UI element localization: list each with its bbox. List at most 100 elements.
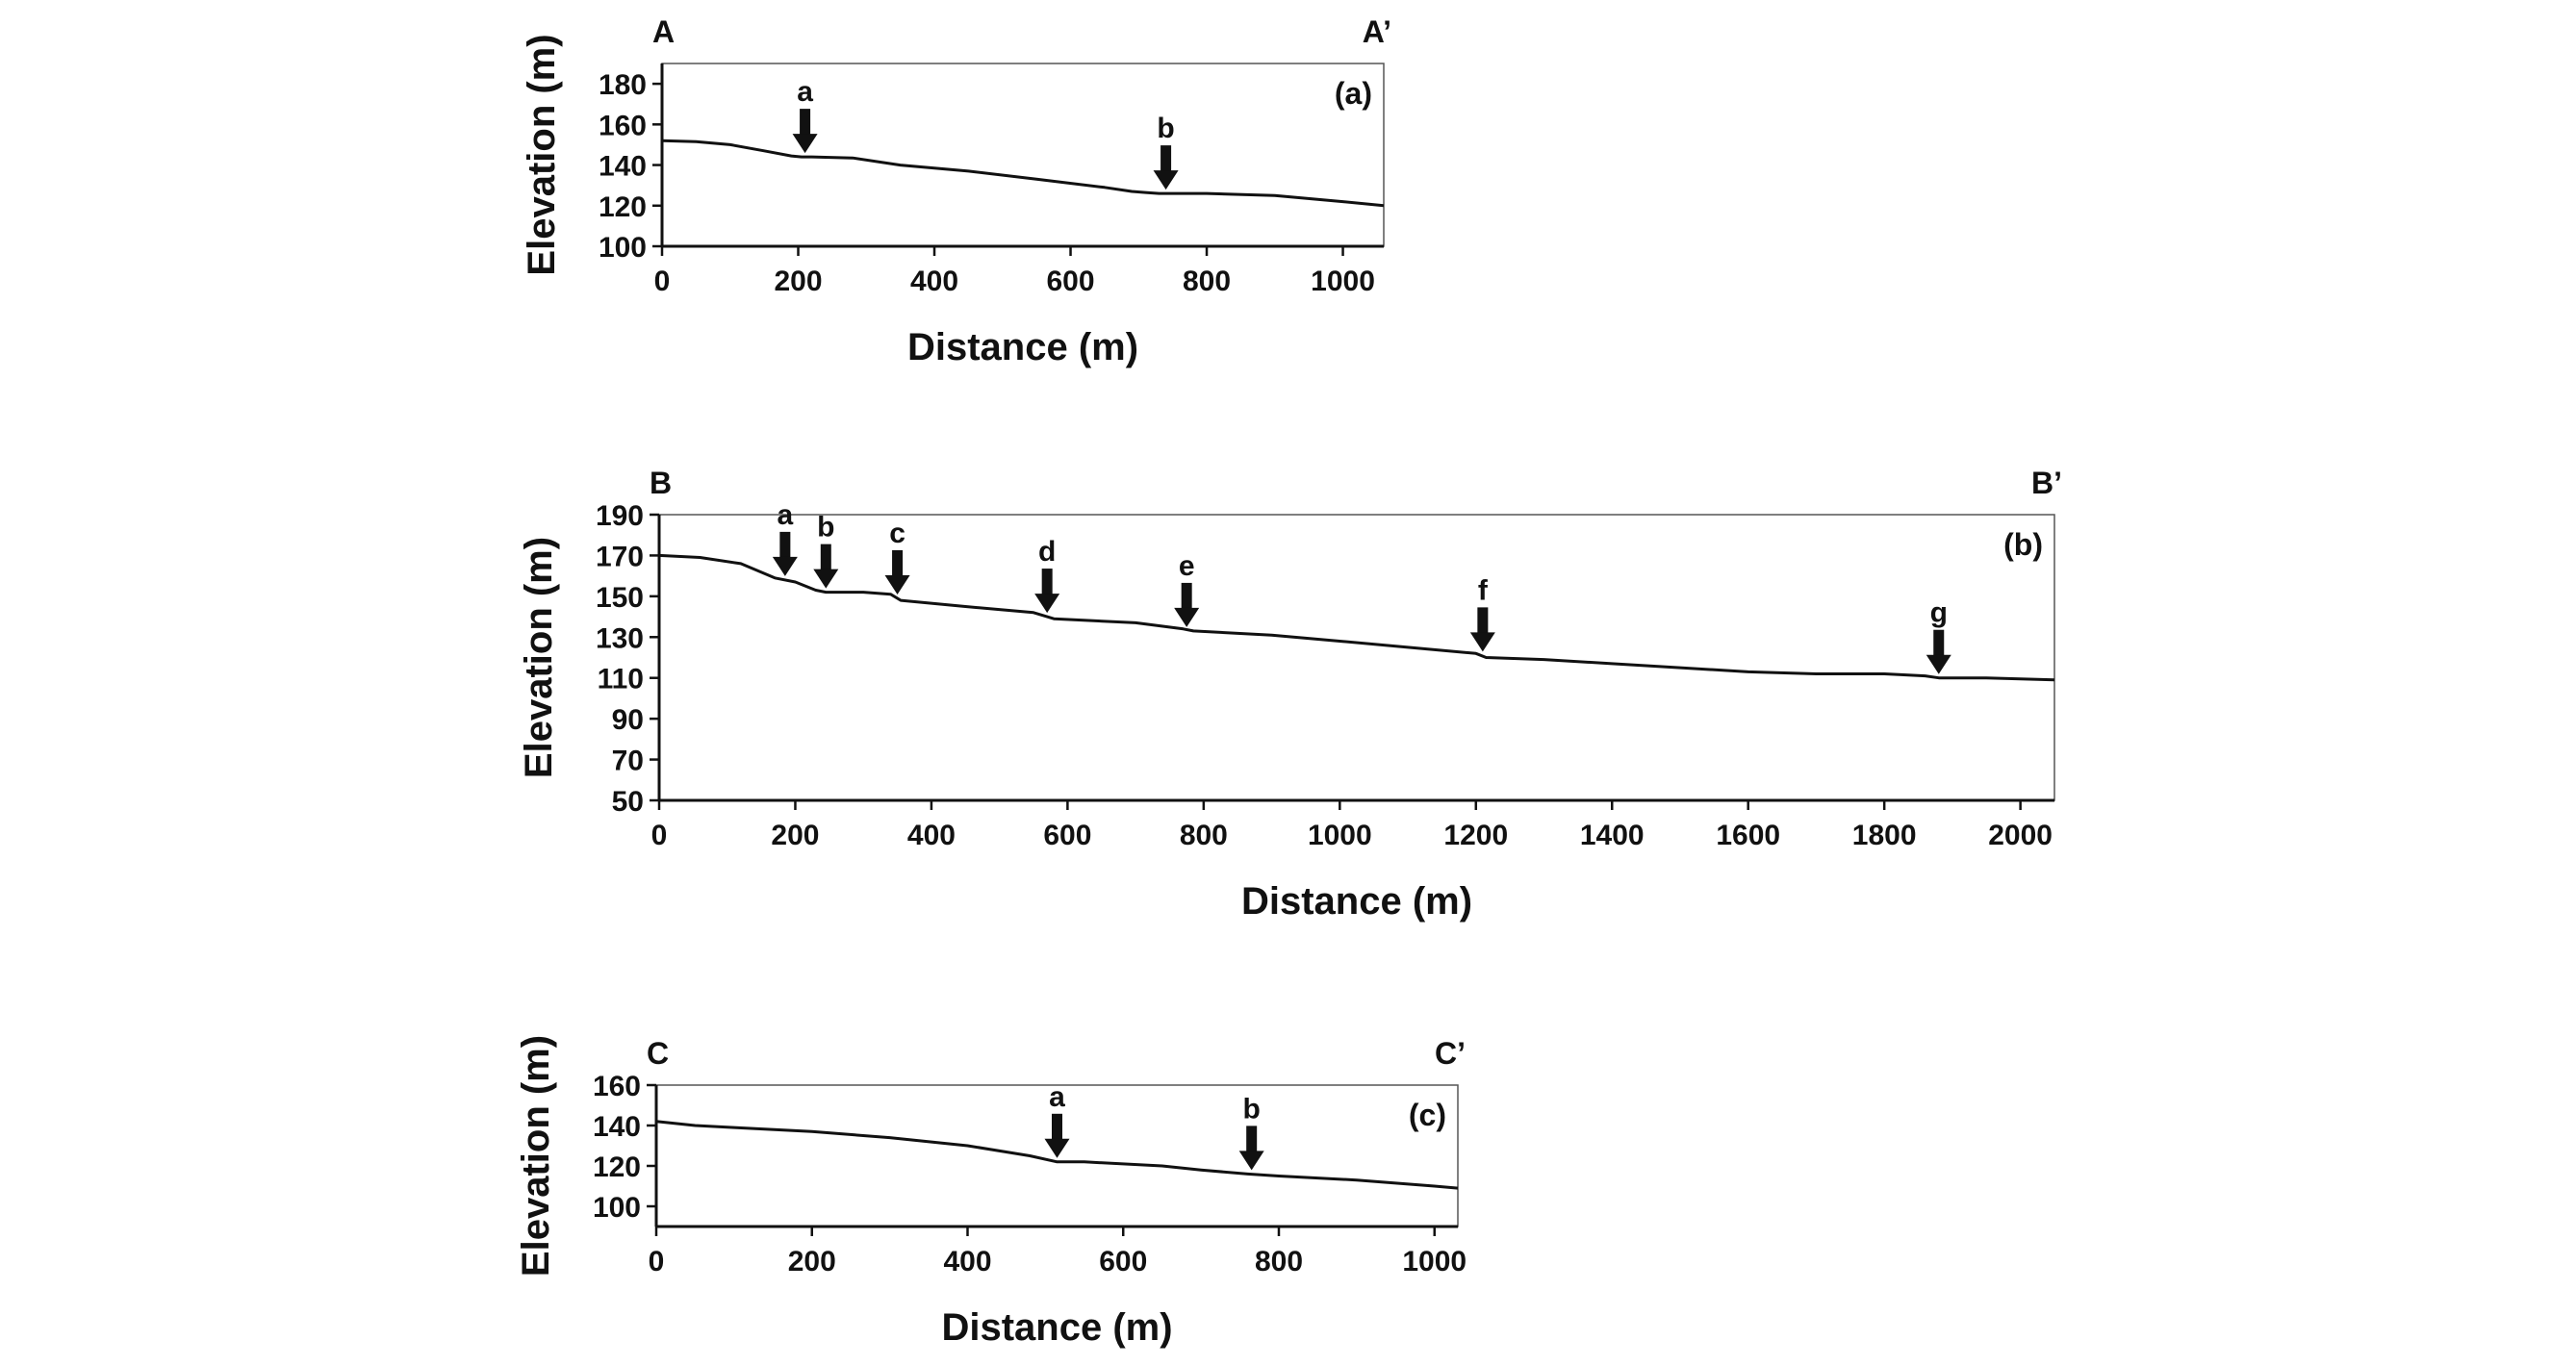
marker-label: e	[1179, 550, 1195, 582]
marker-arrow-shaft	[1052, 1113, 1062, 1140]
x-tick-label-b-2000: 2000	[1988, 820, 2053, 851]
panel-label-c: (c)	[1409, 1098, 1446, 1132]
chart-c: 100 120 140 160 0 200 400 600 800 1000 Distance (m…	[515, 1035, 1467, 1349]
profile-start-label-b: B	[650, 466, 672, 500]
y-tick-label-b-90: 90	[612, 704, 644, 736]
marker-arrow-shaft	[1041, 569, 1053, 595]
profile-end-label-a: A’	[1363, 14, 1391, 49]
marker-label: a	[797, 76, 813, 108]
elevation-profile-a	[661, 139, 1385, 208]
chart-b: 50 70 90 110 130 150 170 190 0 200 400 600 800 1000 12…	[518, 466, 2062, 923]
marker-label: f	[1478, 574, 1489, 606]
y-tick-label-c-120: 120	[593, 1151, 641, 1183]
x-tick-label-b-1000: 1000	[1308, 820, 1372, 851]
x-tick-label-b-0: 0	[651, 820, 668, 851]
y-axis-title-a: Elevation (m)	[521, 34, 563, 275]
marker-c-b: b	[1238, 1093, 1264, 1171]
x-tick-label-a-0: 0	[654, 266, 671, 297]
marker-label: b	[1157, 113, 1174, 144]
plot-frame-a	[661, 63, 1385, 247]
x-tick-label-a-600: 600	[1046, 266, 1094, 297]
y-axis-title-c: Elevation (m)	[515, 1035, 557, 1277]
marker-label: d	[1038, 536, 1056, 568]
x-tick-label-b-1200: 1200	[1443, 820, 1508, 851]
marker-c-a: a	[1044, 1081, 1070, 1158]
x-tick-label-b-400: 400	[907, 820, 956, 851]
y-tick-label-b-130: 130	[596, 622, 644, 654]
x-tick-label-b-600: 600	[1043, 820, 1091, 851]
y-tick-label-b-150: 150	[596, 582, 644, 614]
marker-b-b: b	[813, 512, 839, 589]
marker-arrow-shaft	[892, 549, 904, 576]
marker-arrow-icon	[884, 574, 910, 594]
y-tick-label-a-100: 100	[599, 232, 647, 264]
x-axis-title-b: Distance (m)	[1241, 880, 1472, 923]
marker-arrow-shaft	[1246, 1126, 1258, 1152]
marker-arrow-shaft	[1477, 607, 1489, 634]
profile-start-label-c: C	[647, 1036, 669, 1071]
marker-b-g: g	[1926, 597, 1951, 674]
chart-a: 100 120 140 160 180 0 200 400 600 800 1000 Distance…	[521, 14, 1391, 368]
x-axis-title-a: Distance (m)	[907, 326, 1138, 368]
elevation-profile-c	[655, 1120, 1459, 1190]
x-tick-label-a-800: 800	[1183, 266, 1231, 297]
marker-arrow-icon	[813, 569, 839, 589]
x-axis-title-c: Distance (m)	[941, 1306, 1172, 1349]
x-tick-label-b-200: 200	[771, 820, 819, 851]
marker-label: b	[1243, 1093, 1261, 1125]
marker-label: c	[889, 518, 905, 549]
marker-arrow-shaft	[1933, 629, 1945, 656]
marker-label: g	[1930, 597, 1948, 629]
marker-label: b	[817, 512, 834, 544]
marker-arrow-icon	[1034, 594, 1060, 614]
x-tick-label-c-0: 0	[649, 1246, 665, 1277]
marker-label: a	[1049, 1081, 1065, 1113]
marker-arrow-icon	[772, 556, 798, 576]
marker-a-a: a	[792, 76, 818, 154]
marker-arrow-shaft	[1160, 145, 1172, 172]
marker-arrow-icon	[1238, 1151, 1264, 1171]
y-tick-label-b-50: 50	[612, 786, 644, 818]
marker-a-b: b	[1153, 113, 1179, 190]
marker-arrow-shaft	[1181, 582, 1192, 609]
marker-arrow-icon	[1153, 170, 1179, 190]
marker-label: a	[778, 499, 794, 531]
marker-b-f: f	[1469, 574, 1495, 652]
marker-arrow-shaft	[820, 544, 831, 570]
y-tick-label-c-100: 100	[593, 1192, 641, 1224]
marker-b-c: c	[884, 518, 910, 594]
x-tick-label-c-200: 200	[788, 1246, 836, 1277]
plot-frame-b	[658, 514, 2055, 801]
x-tick-label-b-800: 800	[1180, 820, 1228, 851]
y-tick-label-c-140: 140	[593, 1111, 641, 1143]
y-tick-label-a-120: 120	[599, 191, 647, 223]
marker-b-d: d	[1034, 536, 1060, 614]
marker-arrow-shaft	[800, 109, 811, 136]
x-tick-label-a-400: 400	[910, 266, 958, 297]
y-tick-label-b-170: 170	[596, 541, 644, 572]
x-tick-label-b-1600: 1600	[1716, 820, 1780, 851]
marker-arrow-icon	[1926, 654, 1951, 674]
x-tick-label-c-1000: 1000	[1402, 1246, 1467, 1277]
marker-b-a: a	[772, 499, 798, 576]
x-tick-label-c-800: 800	[1255, 1246, 1303, 1277]
profile-start-label-a: A	[652, 14, 675, 49]
x-tick-label-c-600: 600	[1099, 1246, 1147, 1277]
marker-arrow-icon	[792, 134, 818, 154]
y-tick-label-a-160: 160	[599, 110, 647, 141]
profile-end-label-c: C’	[1435, 1036, 1466, 1071]
marker-arrow-icon	[1044, 1138, 1070, 1158]
y-tick-label-b-110: 110	[598, 664, 644, 696]
profile-end-label-b: B’	[2031, 466, 2062, 500]
y-tick-label-a-140: 140	[599, 151, 647, 183]
marker-arrow-shaft	[779, 531, 791, 558]
marker-b-e: e	[1174, 550, 1200, 627]
x-tick-label-c-400: 400	[943, 1246, 991, 1277]
x-tick-label-b-1400: 1400	[1580, 820, 1645, 851]
elevation-profile-b	[658, 553, 2055, 682]
x-tick-label-a-1000: 1000	[1311, 266, 1375, 297]
panel-label-b: (b)	[2003, 527, 2043, 562]
y-tick-label-c-160: 160	[593, 1071, 641, 1102]
marker-arrow-icon	[1469, 632, 1495, 652]
